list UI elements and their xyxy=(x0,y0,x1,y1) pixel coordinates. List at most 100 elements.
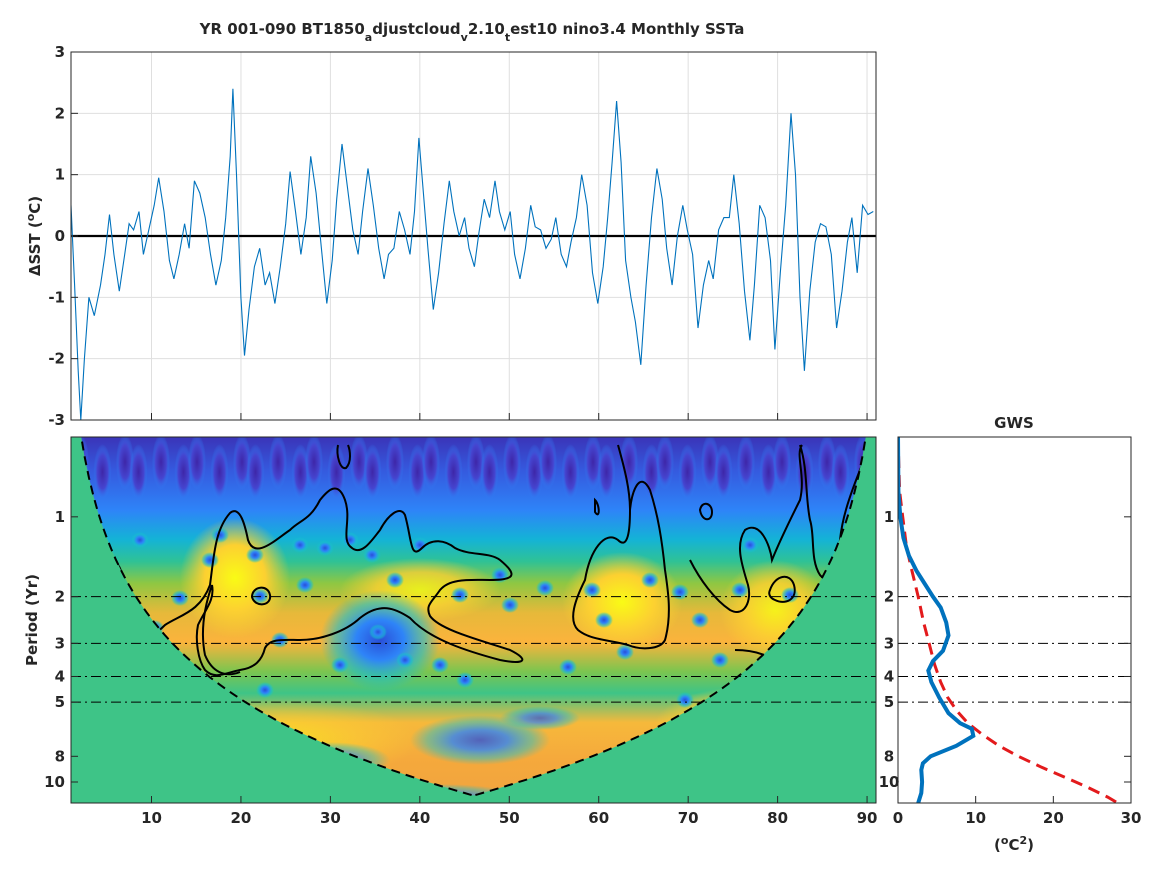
low-power-cell xyxy=(731,582,749,598)
wavelet-axes-box xyxy=(70,436,877,804)
significance-contour-yr22-island xyxy=(250,586,272,606)
timeseries-y-tick-label: 3 xyxy=(55,43,65,61)
low-power-cell xyxy=(386,437,404,490)
wavelet-y-tick-label: 2 xyxy=(55,588,65,606)
low-power-cell xyxy=(291,537,309,553)
low-power-cell xyxy=(233,437,251,490)
significance-contour-yr60-top xyxy=(617,444,631,511)
low-power-cell xyxy=(131,532,149,548)
sst-series-line xyxy=(71,88,874,420)
low-power-cell xyxy=(671,584,689,600)
timeseries-y-tick-label: -3 xyxy=(48,411,65,429)
significance-contour-yr33-top xyxy=(336,444,351,470)
low-power-cell xyxy=(305,437,323,490)
low-power-cell xyxy=(431,657,449,673)
power-low-yr36 xyxy=(320,590,440,690)
wavelet-y-tick-label: 5 xyxy=(55,693,65,711)
low-power-cell xyxy=(246,444,265,500)
low-power-cell xyxy=(714,444,733,500)
timeseries-panel: -3 -2 -1 0 1 2 3 YR 001-090 BT1850adjustcloudv… xyxy=(24,20,877,429)
low-power-cell xyxy=(451,587,469,603)
timeseries-y-ticks: -3 -2 -1 0 1 2 3 xyxy=(48,43,868,429)
low-power-cell xyxy=(741,537,759,553)
low-power-cell xyxy=(363,444,382,500)
power-peak-yr20 xyxy=(180,518,290,638)
cone-of-influence-left-mask xyxy=(71,437,474,803)
low-power-cell xyxy=(583,582,601,598)
gws-panel: 0 10 20 30 1 2 3 4 5 8 10 GWS (oC2) xyxy=(879,414,1142,854)
low-power-cell xyxy=(616,644,634,660)
timeseries-y-tick-label: -1 xyxy=(48,288,65,306)
gws-x-tick-label: 20 xyxy=(1043,809,1064,827)
timeseries-y-tick-label: -2 xyxy=(48,350,65,368)
low-power-cell xyxy=(396,652,414,668)
low-power-cell xyxy=(116,437,134,490)
gws-title: GWS xyxy=(994,414,1034,432)
low-power-cell xyxy=(386,572,404,588)
gws-power-curve xyxy=(898,437,976,803)
low-power-cell xyxy=(350,437,368,490)
significance-contour-main xyxy=(77,444,524,677)
low-power-cell xyxy=(422,437,440,490)
low-power-cell xyxy=(501,597,519,613)
low-power-cell xyxy=(584,437,602,490)
gws-y-tick-label: 10 xyxy=(879,773,900,791)
low-power-cell xyxy=(759,444,778,500)
wavelet-y-tick-label: 10 xyxy=(44,773,65,791)
wavelet-x-ticks: 10 20 30 40 50 60 70 80 90 xyxy=(141,796,877,827)
low-power-cell xyxy=(678,444,697,500)
gws-x-axis-label: (oC2) xyxy=(994,834,1034,854)
gws-axes-box xyxy=(897,436,1132,804)
gws-y-ticks: 1 2 3 4 5 8 10 xyxy=(879,508,1131,791)
low-power-cell xyxy=(480,444,499,500)
gws-y-tick-label: 8 xyxy=(884,747,894,765)
low-power-cell xyxy=(269,437,287,490)
low-power-cell xyxy=(291,444,310,500)
gws-x-tick-label: 30 xyxy=(1121,809,1142,827)
gws-y-tick-label: 2 xyxy=(884,588,894,606)
low-power-cell xyxy=(188,437,206,490)
low-power-top-cells xyxy=(71,437,895,500)
low-power-cell xyxy=(877,444,895,500)
low-power-cell xyxy=(641,572,659,588)
significance-contour-yr60 xyxy=(572,480,670,650)
low-power-cell xyxy=(711,652,729,668)
power-low-yr53 xyxy=(500,706,580,730)
low-power-cell xyxy=(171,590,189,606)
timeseries-y-tick-label: 2 xyxy=(55,104,65,122)
timeseries-y-tick-label: 0 xyxy=(55,227,65,245)
low-power-cell xyxy=(246,547,264,563)
low-power-cell xyxy=(316,540,334,556)
gws-x-ticks: 0 10 20 30 xyxy=(893,796,1142,827)
low-power-cell xyxy=(327,444,346,500)
low-power-cell xyxy=(737,437,755,490)
significance-contour-yr20-loop xyxy=(202,584,241,676)
wavelet-panel: 10 20 30 40 50 60 70 80 90 1 2 3 4 5 8 10 Period (Yr) xyxy=(23,436,895,827)
low-power-cell xyxy=(456,672,474,688)
gws-y-tick-label: 1 xyxy=(884,508,894,526)
low-power-cell xyxy=(597,444,616,500)
wavelet-power-field xyxy=(71,437,895,803)
low-power-cell xyxy=(503,437,521,490)
gws-reference-lines xyxy=(898,596,1131,703)
wavelet-x-tick-label: 10 xyxy=(141,809,162,827)
wavelet-y-axis-label: Period (Yr) xyxy=(23,574,41,666)
gws-y-tick-label: 5 xyxy=(884,693,894,711)
low-power-cell xyxy=(369,624,387,640)
low-power-cell xyxy=(210,444,229,500)
wavelet-x-tick-label: 50 xyxy=(499,809,520,827)
wavelet-y-tick-label: 1 xyxy=(55,508,65,526)
wavelet-x-tick-label: 20 xyxy=(231,809,252,827)
power-low-yr48-long xyxy=(410,715,550,765)
low-power-cell xyxy=(595,612,613,628)
chart-title: YR 001-090 BT1850adjustcloudv2.10test10 … xyxy=(199,20,745,44)
low-power-cell xyxy=(411,537,429,553)
gws-y-tick-label: 4 xyxy=(884,667,894,685)
cone-of-influence-line xyxy=(80,437,867,797)
low-power-cell xyxy=(363,547,381,563)
low-power-cell xyxy=(444,444,463,500)
significance-contour-yr80-island xyxy=(768,575,796,603)
gws-x-tick-label: 0 xyxy=(893,809,903,827)
